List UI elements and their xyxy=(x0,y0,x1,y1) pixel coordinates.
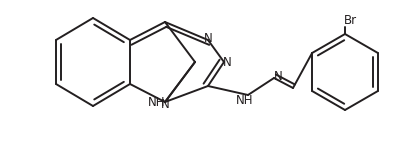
Text: N: N xyxy=(223,56,231,69)
Text: NH: NH xyxy=(236,95,254,107)
Text: NH: NH xyxy=(148,96,166,108)
Text: Br: Br xyxy=(343,14,356,26)
Text: N: N xyxy=(161,97,169,111)
Text: N: N xyxy=(204,31,213,45)
Text: N: N xyxy=(273,70,282,82)
